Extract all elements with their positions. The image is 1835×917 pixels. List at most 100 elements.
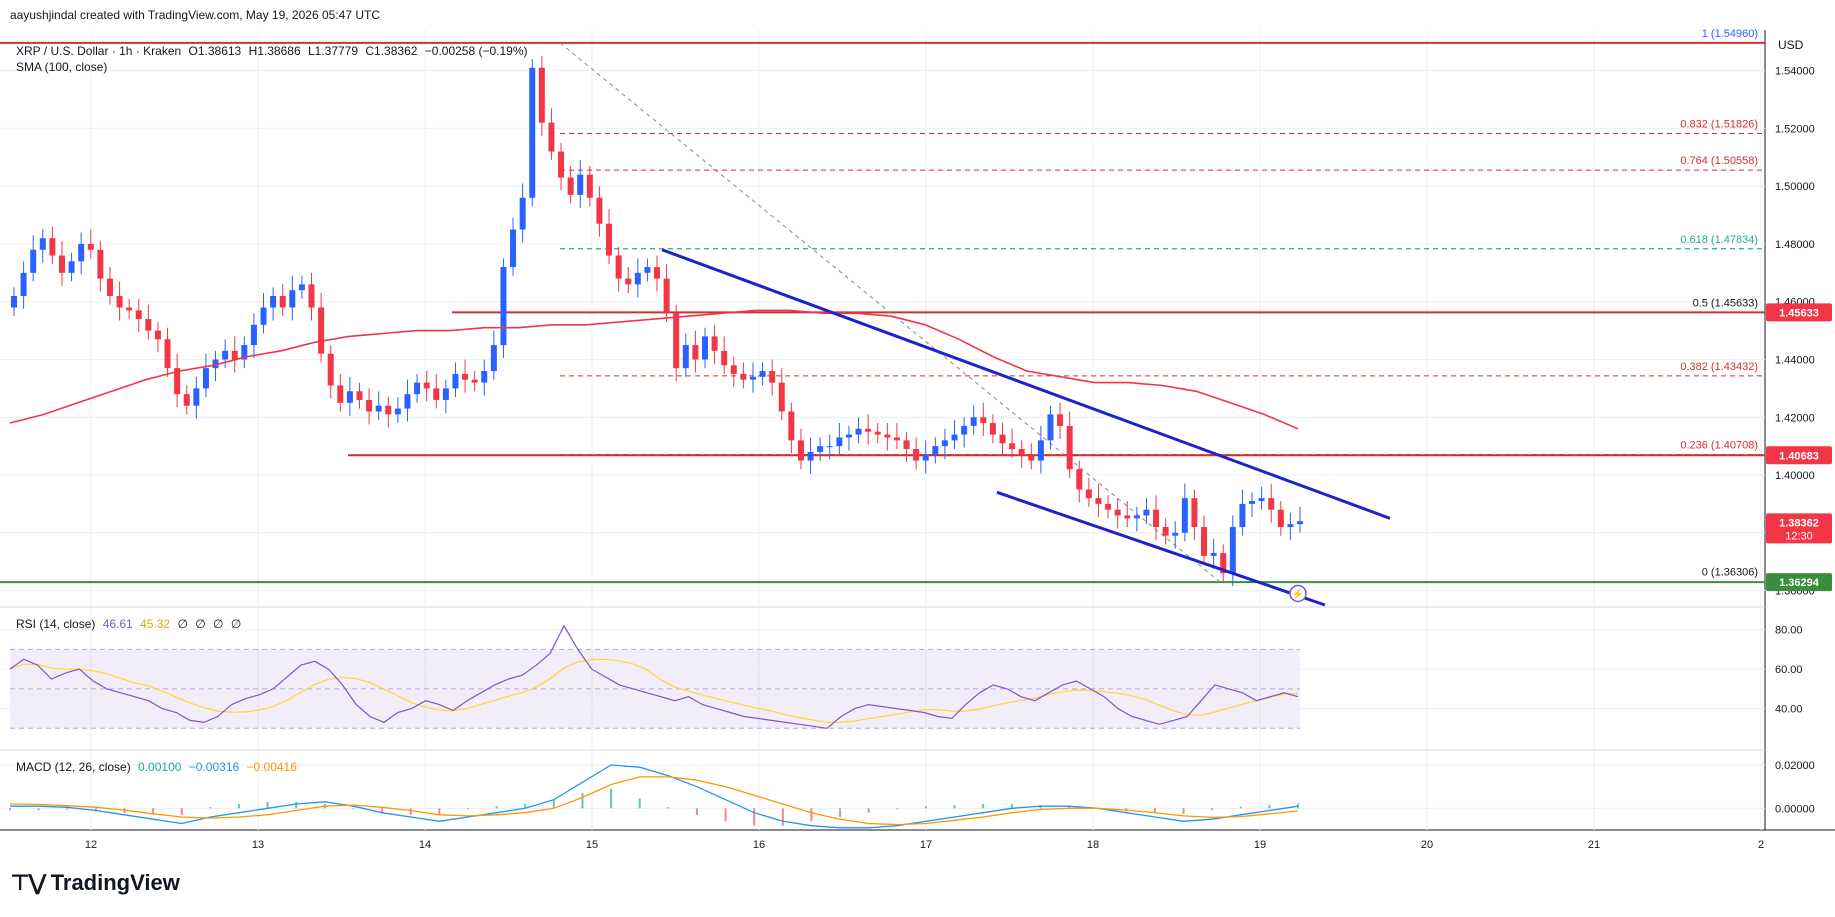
- candle-down: [337, 385, 344, 403]
- candle-down: [231, 350, 238, 360]
- macd-histogram-bar: [37, 808, 40, 811]
- candle-down: [606, 223, 613, 256]
- candle-down: [596, 197, 603, 224]
- candle-up: [193, 388, 200, 406]
- candle-up: [30, 249, 37, 273]
- candle-down: [106, 278, 113, 296]
- candle-up: [490, 345, 497, 372]
- macd-histogram-bar: [1068, 806, 1071, 809]
- rsi-legend[interactable]: RSI (14, close) 46.61 45.32 ∅ ∅ ∅ ∅: [16, 617, 245, 631]
- candle-up: [1047, 414, 1054, 441]
- macd-signal-value: −0.00416: [246, 760, 297, 774]
- candle-up: [260, 307, 267, 325]
- x-tick-label: 16: [753, 839, 765, 851]
- candle-down: [788, 411, 795, 441]
- candle-down: [778, 382, 785, 412]
- fib-level-label: 0 (1.36306): [1702, 567, 1758, 579]
- candle-down: [538, 67, 545, 123]
- rsi-extra-value: ∅: [213, 617, 224, 631]
- candle-up: [1229, 527, 1236, 574]
- candle-up: [500, 267, 507, 346]
- x-tick-label: 18: [1087, 839, 1099, 851]
- candle-down: [183, 394, 190, 406]
- price-badge-countdown: 12:30: [1785, 530, 1813, 542]
- candle-up: [414, 382, 421, 395]
- candle-up: [1239, 503, 1246, 528]
- candle-up: [222, 350, 229, 360]
- candle-down: [1009, 443, 1016, 450]
- sma-label: SMA (100, close): [16, 60, 108, 74]
- candle-down: [548, 122, 555, 152]
- candle-up: [817, 446, 824, 452]
- candle-up: [932, 446, 939, 455]
- macd-histogram-bar: [152, 808, 155, 814]
- x-tick-label: 12: [85, 839, 97, 851]
- rsi-ma-line: [9, 658, 1299, 723]
- candle-down: [471, 379, 478, 383]
- candle-down: [558, 151, 565, 178]
- candle-up: [298, 284, 305, 291]
- tradingview-logo[interactable]: ⊤⋁ TradingView: [10, 870, 180, 896]
- candle-down: [174, 368, 181, 395]
- rsi-extra-value: ∅: [230, 617, 242, 631]
- candle-down: [423, 382, 430, 389]
- fib-level-label: 1 (1.54960): [1702, 28, 1758, 40]
- fib-level-label: 0.382 (1.43432): [1680, 361, 1758, 373]
- rsi-extra-value: ∅: [195, 617, 206, 631]
- x-tick-label: 17: [920, 839, 932, 851]
- price-badge: [1766, 446, 1832, 465]
- fib-level-label: 0.5 (1.45633): [1693, 297, 1758, 309]
- tradingview-logo-icon: ⊤⋁: [10, 870, 47, 895]
- candle-down: [356, 391, 363, 400]
- candle-down: [673, 313, 680, 369]
- macd-histogram-bar: [896, 808, 899, 810]
- candle-down: [692, 345, 699, 360]
- candle-down: [865, 428, 872, 432]
- price-badge-label: 1.38362: [1779, 517, 1819, 529]
- candle-up: [346, 391, 353, 403]
- symbol-legend: XRP / U.S. Dollar · 1h · Kraken O1.38613…: [16, 44, 532, 58]
- macd-histogram-bar: [1211, 808, 1214, 811]
- candle-down: [874, 431, 881, 435]
- candle-up: [1249, 501, 1256, 504]
- candle-down: [567, 177, 574, 195]
- rsi-ma-value: 45.32: [140, 617, 171, 631]
- candle-up: [826, 446, 833, 448]
- candle-down: [980, 417, 987, 424]
- macd-line-value: −0.00316: [188, 760, 240, 774]
- signal-line: [9, 776, 1299, 826]
- macd-histogram-bar: [667, 807, 670, 809]
- x-tick-label: 13: [252, 839, 264, 851]
- rsi-extra-value: ∅: [177, 617, 188, 631]
- candle-up: [68, 261, 75, 273]
- candle-down: [97, 249, 104, 279]
- candle-down: [1114, 509, 1121, 516]
- x-tick-label: 20: [1421, 839, 1433, 851]
- sma-legend[interactable]: SMA (100, close): [16, 60, 111, 74]
- candle-up: [1287, 524, 1294, 528]
- macd-label: MACD (12, 26, close): [16, 760, 131, 774]
- macd-histogram-bar: [695, 808, 698, 815]
- candle-up: [845, 434, 852, 438]
- y-tick-label: 1.54000: [1775, 66, 1815, 78]
- macd-histogram-bar: [867, 808, 870, 813]
- candle-down: [1076, 469, 1083, 490]
- candle-down: [1277, 509, 1284, 528]
- macd-legend[interactable]: MACD (12, 26, close) 0.00100 −0.00316 −0…: [16, 760, 301, 774]
- candle-up: [855, 428, 862, 435]
- candle-up: [289, 290, 296, 308]
- macd-histogram-bar: [724, 808, 727, 822]
- candle-up: [682, 345, 689, 369]
- macd-histogram-bar: [1268, 805, 1271, 809]
- macd-histogram-bar: [924, 806, 927, 809]
- rsi-tick-label: 80.00: [1775, 625, 1803, 637]
- candle-up: [39, 238, 46, 250]
- candle-up: [1037, 440, 1044, 461]
- macd-histogram-bar: [581, 793, 584, 809]
- symbol-title[interactable]: XRP / U.S. Dollar · 1h · Kraken: [16, 44, 182, 58]
- macd-histogram-bar: [1153, 808, 1156, 813]
- y-tick-label: 1.40000: [1775, 470, 1815, 482]
- candle-up: [452, 373, 459, 389]
- candle-up: [807, 451, 814, 461]
